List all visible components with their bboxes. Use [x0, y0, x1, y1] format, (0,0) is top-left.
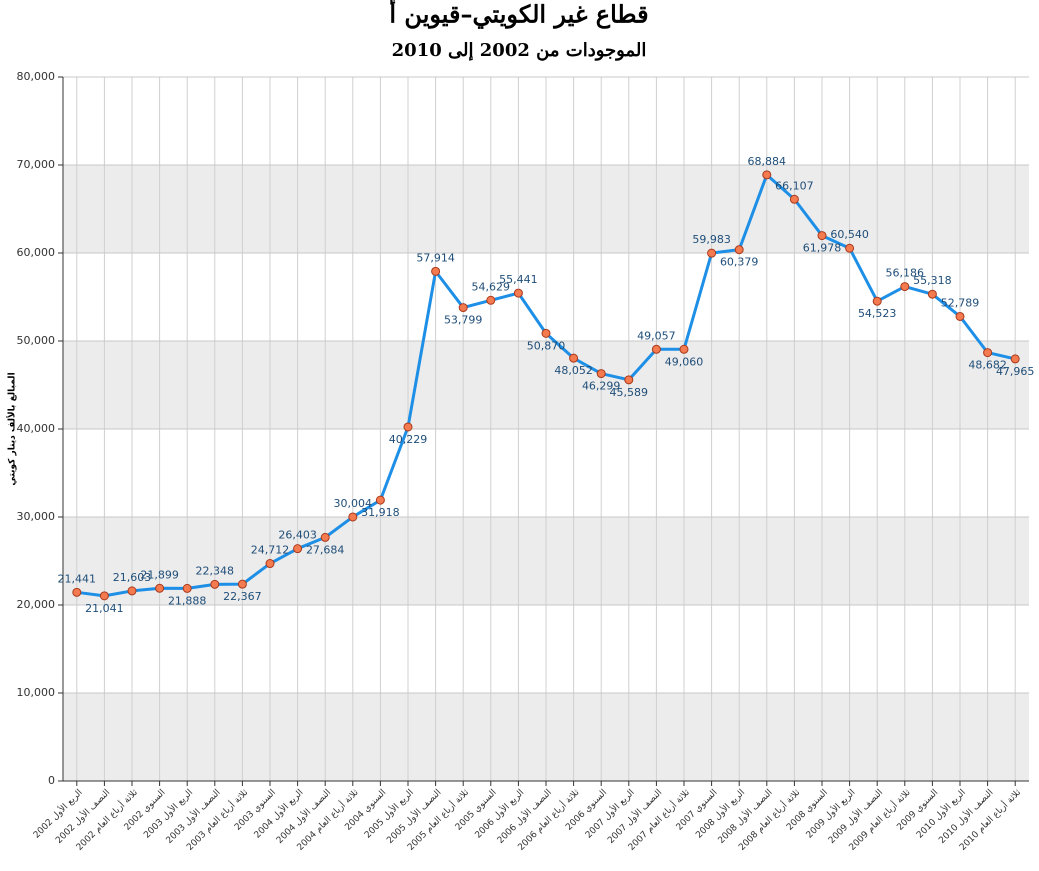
- data-label: 52,789: [941, 296, 980, 309]
- point: [955, 311, 965, 321]
- data-label: 46,299: [582, 380, 621, 393]
- point: [817, 231, 827, 241]
- data-label: 21,441: [58, 572, 97, 585]
- y-tick-label: 40,000: [17, 422, 56, 435]
- point: [72, 587, 82, 597]
- data-label: 55,441: [499, 273, 538, 286]
- data-label: 60,379: [720, 256, 759, 269]
- point: [762, 170, 772, 180]
- x-tick-label: الربع الأول 2004: [251, 786, 305, 840]
- data-label: 24,712: [251, 544, 290, 557]
- point: [927, 289, 937, 299]
- data-label: 30,004: [334, 497, 373, 510]
- y-tick-label: 0: [48, 774, 55, 787]
- point: [155, 583, 165, 593]
- data-label: 45,589: [610, 386, 649, 399]
- data-label: 68,884: [748, 155, 787, 168]
- data-label: 49,060: [665, 355, 704, 368]
- data-label: 21,603: [113, 571, 152, 584]
- point: [99, 591, 109, 601]
- data-label: 56,186: [886, 267, 925, 280]
- point: [237, 579, 247, 589]
- data-label: 50,870: [527, 339, 566, 352]
- point: [182, 583, 192, 593]
- point: [127, 586, 137, 596]
- point: [900, 282, 910, 292]
- chart-title: قطاع غير الكويتي–قيوين أ: [389, 0, 648, 30]
- y-tick-label: 10,000: [17, 686, 56, 699]
- point: [513, 288, 523, 298]
- data-label: 47,965: [996, 365, 1035, 378]
- point: [265, 559, 275, 569]
- point: [348, 512, 358, 522]
- point: [789, 194, 799, 204]
- data-label: 57,914: [416, 251, 455, 264]
- data-label: 40,229: [389, 433, 428, 446]
- point: [983, 348, 993, 358]
- data-label: 26,403: [278, 529, 317, 542]
- point: [651, 344, 661, 354]
- x-tick-label: الربع الأول 2005: [362, 786, 416, 840]
- data-label: 60,540: [830, 228, 869, 241]
- data-label: 21,041: [85, 602, 124, 615]
- point: [541, 328, 551, 338]
- point: [707, 248, 717, 258]
- x-tick-label: الربع الأول 2007: [582, 786, 636, 840]
- point: [403, 422, 413, 432]
- point: [624, 375, 634, 385]
- point: [734, 245, 744, 255]
- y-tick-label: 30,000: [17, 510, 56, 523]
- data-label: 54,629: [472, 280, 511, 293]
- data-label: 31,918: [361, 506, 400, 519]
- data-label: 22,348: [196, 564, 235, 577]
- y-tick-label: 50,000: [17, 334, 56, 347]
- point: [845, 243, 855, 253]
- x-tick-label: الربع الأول 2008: [693, 786, 747, 840]
- y-tick-label: 60,000: [17, 246, 56, 259]
- point: [486, 295, 496, 305]
- point: [596, 369, 606, 379]
- x-tick-label: الربع الأول 2003: [141, 786, 195, 840]
- point: [210, 579, 220, 589]
- y-tick-label: 20,000: [17, 598, 56, 611]
- point: [569, 353, 579, 363]
- data-label: 61,978: [803, 242, 842, 255]
- x-tick-label: الربع الأول 2009: [803, 786, 857, 840]
- point: [375, 495, 385, 505]
- data-label: 54,523: [858, 307, 897, 320]
- data-label: 59,983: [692, 233, 731, 246]
- data-label: 27,684: [306, 543, 345, 556]
- point: [293, 544, 303, 554]
- x-tick-label: الربع الأول 2006: [472, 786, 526, 840]
- y-axis-label: المبالغ بالألف دينار كويتي: [6, 372, 18, 485]
- data-label: 21,899: [140, 568, 179, 581]
- x-tick-label: الربع الأول 2010: [914, 786, 968, 840]
- point: [458, 303, 468, 313]
- data-label: 66,107: [775, 179, 814, 192]
- point: [431, 266, 441, 276]
- point: [872, 296, 882, 306]
- data-label: 22,367: [223, 590, 262, 603]
- data-label: 49,057: [637, 329, 676, 342]
- y-tick-label: 80,000: [17, 70, 56, 83]
- y-tick-label: 70,000: [17, 158, 56, 171]
- point: [679, 344, 689, 354]
- x-tick-label: الربع الأول 2002: [30, 786, 84, 840]
- point: [320, 532, 330, 542]
- data-label: 55,318: [913, 274, 952, 287]
- data-label: 48,682: [968, 359, 1007, 372]
- data-label: 53,799: [444, 314, 483, 327]
- chart-subtitle: الموجودات من 2002 إلى 2010: [392, 40, 647, 61]
- data-label: 48,052: [554, 364, 593, 377]
- data-label: 21,888: [168, 594, 207, 607]
- point: [1010, 354, 1020, 364]
